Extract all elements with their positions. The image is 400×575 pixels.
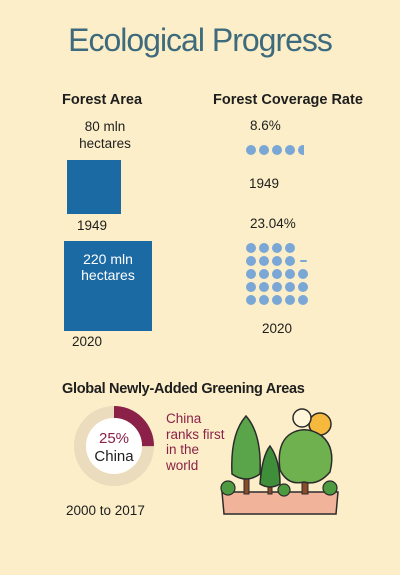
shrub-shape [322,480,338,496]
coverage-dot [272,269,282,279]
tree-crown-middle [259,444,281,488]
greening-donut-svg [74,406,154,486]
coverage-1949-year: 1949 [249,176,280,191]
greening-country: China [94,448,134,465]
greening-note-line: China [166,411,202,426]
greening-donut: 25% China [72,404,156,488]
coverage-dot [298,295,308,305]
coverage-dot [285,295,295,305]
coverage-dot [259,243,269,253]
coverage-2020-rate: 23.04% [250,216,296,231]
coverage-dot [285,243,295,253]
greening-share: 25% [98,430,130,447]
forest-area-1949-year: 1949 [77,218,108,233]
coverage-dot [285,256,295,266]
forest-area-2020-bar: 220 mln hectares [64,241,152,331]
coverage-dot [246,145,256,155]
coverage-dot [272,243,282,253]
coverage-dot [246,269,256,279]
forest-area-2020-value: 220 mln hectares [64,251,152,283]
coverage-dot-partial [298,145,304,155]
forest-area-heading: Forest Area [62,92,143,108]
coverage-dot [272,256,282,266]
tree-crown-right [278,429,333,484]
coverage-1949-rate: 8.6% [250,118,281,133]
greening-note-line: in the [166,442,200,457]
greening-note-line: world [166,457,199,473]
page-title: Ecological Progress [68,22,333,58]
coverage-dot [272,282,282,292]
coverage-heading: Forest Coverage Rate [213,92,363,108]
trees-svg [220,408,339,515]
forest-area-1949-value-line1: 80 mln [84,119,126,134]
greening-heading: Global Newly-Added Greening Areas [62,381,305,397]
coverage-dot [285,145,295,155]
greening-note-line: ranks first [166,426,225,442]
coverage-dot [272,295,282,305]
coverage-2020-year: 2020 [262,321,293,336]
shrub-shape [277,483,291,497]
coverage-dot [246,295,256,305]
coverage-dot [272,145,282,155]
cloud-icon [292,408,312,428]
forest-area-1949-bar [67,160,121,214]
coverage-dot [246,243,256,253]
coverage-dot [259,282,269,292]
coverage-dot [285,282,295,292]
coverage-1949-dots [246,145,308,155]
coverage-dot [246,282,256,292]
ground-shape [221,491,339,515]
forest-area-1949-value: 80 mln hectares [65,118,145,152]
coverage-dot-empty [298,243,308,253]
tree-crown-left [231,414,261,480]
donut-share-arc [74,406,154,486]
forest-area-2020-value-line2: hectares [81,267,135,283]
forest-area-1949-value-line2: hectares [79,136,131,151]
coverage-dot [298,269,308,279]
coverage-dot-partial [298,256,308,266]
coverage-dot [259,256,269,266]
greening-note: China ranks first in the world [166,411,225,473]
trees-illustration [218,404,343,516]
coverage-dot [259,145,269,155]
coverage-dot [298,282,308,292]
donut-center [86,418,142,474]
forest-area-2020-value-line1: 220 mln [83,251,133,267]
greening-period: 2000 to 2017 [66,503,145,518]
coverage-dot [259,295,269,305]
coverage-dot [246,256,256,266]
forest-area-2020-year: 2020 [72,334,103,349]
shrub-shape [220,480,236,496]
coverage-dot [259,269,269,279]
coverage-2020-dots [246,243,308,305]
coverage-dot [285,269,295,279]
